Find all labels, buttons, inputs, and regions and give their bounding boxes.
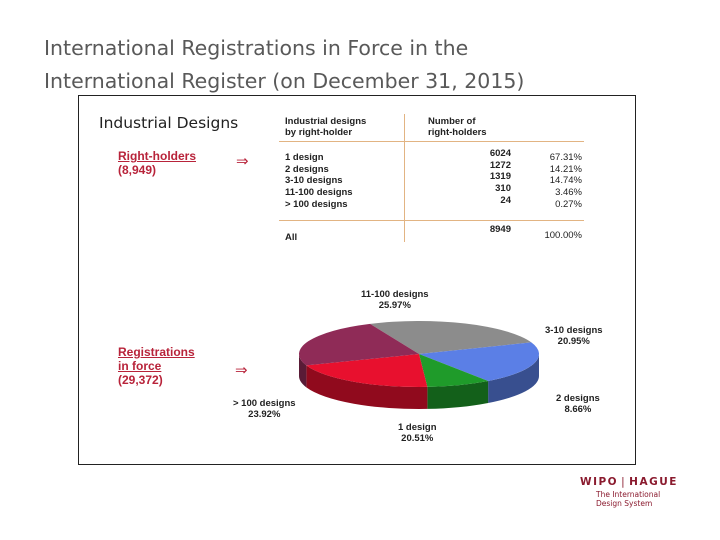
slide-title-line-1: International Registrations in Force in … [44, 36, 469, 60]
pie-label-11-100: 11-100 designs 25.97% [361, 289, 429, 311]
table-cell-percent: 67.31% [549, 152, 582, 163]
pie-label-over-100: > 100 designs 23.92% [233, 398, 296, 420]
pie-label-2-value: 8.66% [564, 404, 592, 415]
registrations-label-line-1: Registrations [118, 345, 195, 359]
logo-wordmark: WIPO | HAGUE [580, 476, 678, 488]
pie-side-1 [488, 354, 539, 403]
right-holders-label: Right-holders (8,949) [118, 149, 196, 177]
table-row-percents: 67.31% 14.21% 14.74% 3.46% 0.27% [531, 152, 582, 211]
right-holders-label-line-2: (8,949) [118, 163, 157, 177]
table-row-labels: 1 design 2 designs 3-10 designs 11-100 d… [285, 152, 353, 211]
pie-slice-3 [306, 354, 428, 387]
table-cell-count: 310 [495, 183, 511, 195]
table-total-label: All [285, 232, 298, 243]
logo-subtitle-2: Design System [596, 499, 653, 508]
pie-side-4 [299, 354, 307, 388]
table-cell-percent: 3.46% [555, 187, 582, 199]
table-header-designs-line-1: Industrial designs [285, 116, 367, 127]
table-total-count: 8949 [489, 224, 511, 235]
pie-label-11-100-name: 11-100 designs [361, 289, 429, 300]
pie-label-1-value: 20.51% [401, 433, 434, 444]
table-cell-count: 24 [500, 194, 511, 206]
table-cell-label: 3-10 designs [285, 175, 343, 187]
pie-slice-2 [419, 354, 489, 387]
registrations-label-line-2: in force [118, 359, 162, 373]
pie-slice-1 [419, 342, 540, 381]
table-total-percent: 100.00% [544, 230, 582, 241]
logo-wipo: WIPO [580, 476, 619, 488]
pie-label-2-name: 2 designs [556, 393, 600, 404]
pie-label-3-10-name: 3-10 designs [545, 325, 603, 336]
table-divider-total [279, 220, 584, 221]
table-header-holders-line-1: Number of [428, 116, 476, 127]
right-holders-arrow-icon: ⇒ [236, 153, 249, 170]
table-header-designs-line-2: by right-holder [285, 127, 353, 138]
table-cell-percent: 0.27% [555, 198, 582, 210]
table-divider-header [279, 141, 584, 142]
pie-side-2 [427, 380, 489, 409]
table-cell-label: > 100 designs [285, 198, 348, 210]
pie-label-11-100-value: 25.97% [378, 300, 411, 311]
table-cell-label: 11-100 designs [285, 187, 353, 199]
table-header-designs: Industrial designs by right-holder [285, 116, 366, 138]
table-cell-label: 1 design [285, 152, 324, 163]
registrations-label-line-3: (29,372) [118, 373, 163, 387]
right-holders-label-line-1: Right-holders [118, 149, 196, 163]
table-row-counts: 6024 1272 1319 310 24 [471, 148, 511, 207]
table-cell-count: 1272 [489, 159, 511, 171]
logo-subtitle-1: The International [596, 490, 661, 499]
pie-slice-4 [298, 323, 419, 366]
pie-label-1-name: 1 design [398, 422, 437, 433]
pie-chart [298, 321, 540, 409]
registrations-arrow-icon: ⇒ [235, 362, 248, 379]
pie-side-3 [306, 365, 428, 409]
pie-slice-0 [370, 321, 532, 354]
table-title: Industrial Designs [99, 114, 239, 132]
table-cell-count: 6024 [489, 148, 511, 159]
table-cell-percent: 14.74% [549, 175, 582, 187]
table-cell-count: 1319 [489, 171, 511, 183]
pie-label-3-10: 3-10 designs 20.95% [545, 325, 603, 347]
pie-label-over-100-value: 23.92% [248, 409, 281, 420]
table-header-holders: Number of right-holders [428, 116, 487, 138]
logo-hague: HAGUE [629, 476, 678, 488]
registrations-label: Registrations in force (29,372) [118, 345, 195, 387]
table-cell-label: 2 designs [285, 163, 329, 175]
pie-label-3-10-value: 20.95% [557, 336, 590, 347]
table-header-holders-line-2: right-holders [428, 127, 487, 138]
table-cell-percent: 14.21% [549, 163, 582, 175]
pie-label-2: 2 designs 8.66% [556, 393, 600, 415]
figure-frame: Industrial Designs Right-holders (8,949)… [78, 95, 636, 465]
pie-label-over-100-name: > 100 designs [233, 398, 296, 409]
pie-label-1: 1 design 20.51% [398, 422, 437, 444]
table-divider-vertical [404, 114, 405, 242]
slide-title-line-2: International Register (on December 31, … [44, 69, 525, 93]
slide-title: International Registrations in Force in … [44, 32, 644, 98]
wipo-hague-logo: WIPO | HAGUE The International Design Syst… [580, 476, 678, 508]
